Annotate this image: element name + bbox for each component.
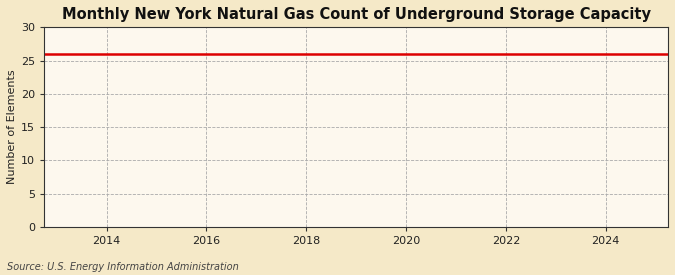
Text: Source: U.S. Energy Information Administration: Source: U.S. Energy Information Administ… [7, 262, 238, 272]
Y-axis label: Number of Elements: Number of Elements [7, 70, 17, 185]
Title: Monthly New York Natural Gas Count of Underground Storage Capacity: Monthly New York Natural Gas Count of Un… [61, 7, 651, 22]
